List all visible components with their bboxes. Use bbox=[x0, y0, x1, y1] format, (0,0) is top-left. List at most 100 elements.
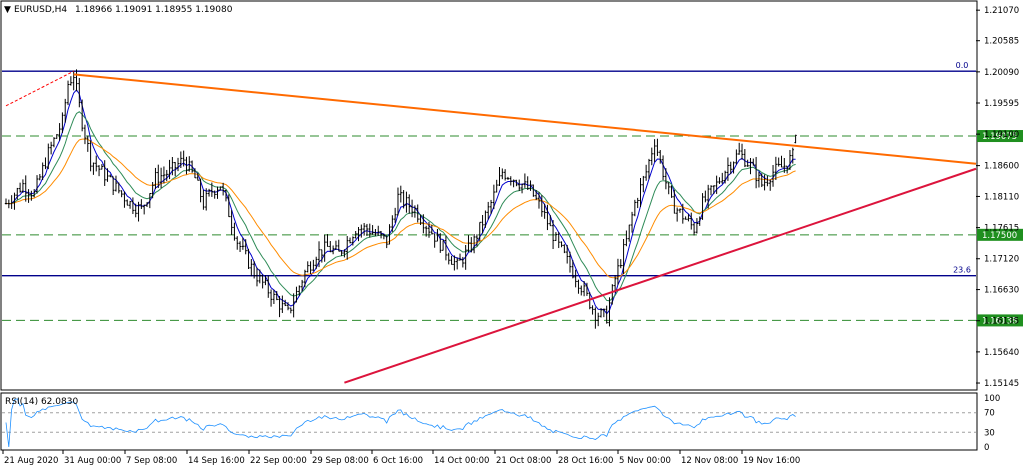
ohlc-bar bbox=[86, 135, 89, 152]
ohlc-bar bbox=[109, 174, 112, 178]
ohlc-bar bbox=[230, 210, 233, 235]
ohlc-bar bbox=[179, 151, 183, 169]
ohlc-bar bbox=[543, 203, 546, 219]
ohlc-bar bbox=[444, 235, 448, 261]
ohlc-bar bbox=[331, 245, 335, 255]
price-tag-background bbox=[977, 130, 1023, 143]
ohlc-bar bbox=[371, 225, 374, 235]
ohlc-bar bbox=[199, 178, 202, 203]
ohlc-bar bbox=[675, 207, 679, 222]
moving-average-line bbox=[5, 89, 796, 315]
ohlc-bar bbox=[174, 161, 177, 177]
ohlc-bar bbox=[126, 199, 129, 206]
ohlc-bar bbox=[329, 241, 332, 253]
ohlc-bar bbox=[111, 176, 115, 196]
ohlc-bar bbox=[362, 223, 366, 236]
ohlc-bar bbox=[616, 258, 620, 285]
ohlc-bar bbox=[379, 230, 383, 239]
ohlc-bar bbox=[171, 157, 174, 176]
ohlc-bar bbox=[10, 195, 13, 209]
ohlc-bar bbox=[30, 190, 33, 201]
ohlc-bar bbox=[131, 197, 135, 215]
ohlc-bar bbox=[568, 251, 572, 273]
trendline-resistance[interactable] bbox=[73, 73, 977, 165]
price-tag-background bbox=[977, 314, 1023, 327]
ohlc-bar bbox=[92, 162, 95, 175]
ohlc-bar bbox=[396, 187, 400, 216]
price-tag-label: 1.19075 bbox=[982, 132, 1017, 142]
y-tick-label: 1.20090 bbox=[984, 68, 1019, 78]
moving-average-line bbox=[6, 138, 796, 279]
ohlc-bar bbox=[165, 169, 168, 182]
ohlc-bar bbox=[639, 177, 642, 207]
ohlc-bar bbox=[312, 259, 315, 271]
ohlc-bar bbox=[58, 123, 61, 141]
ohlc-bar bbox=[760, 173, 763, 188]
ohlc-bar bbox=[563, 244, 566, 254]
ohlc-bar bbox=[726, 157, 730, 181]
ohlc-bar bbox=[732, 161, 735, 174]
ohlc-bar bbox=[704, 190, 707, 203]
fibonacci-base-line[interactable] bbox=[5, 70, 74, 107]
ohlc-bar bbox=[374, 228, 377, 236]
trendline-support[interactable] bbox=[344, 167, 977, 384]
ohlc-bar bbox=[261, 274, 264, 289]
ohlc-bar bbox=[393, 207, 397, 223]
ohlc-bar bbox=[487, 201, 490, 220]
ohlc-bar bbox=[385, 235, 388, 249]
ohlc-bar bbox=[247, 248, 250, 270]
ohlc-bar bbox=[661, 155, 665, 181]
ohlc-bar bbox=[489, 199, 493, 214]
ohlc-bar bbox=[196, 173, 199, 181]
ohlc-bar bbox=[416, 204, 419, 223]
ohlc-bar bbox=[289, 307, 293, 314]
ohlc-bar bbox=[219, 186, 222, 191]
x-tick-label: 29 Sep 08:00 bbox=[312, 456, 369, 466]
ohlc-bar bbox=[52, 137, 56, 148]
ohlc-bar bbox=[64, 98, 67, 123]
ohlc-bar bbox=[281, 295, 284, 313]
ohlc-bar bbox=[430, 224, 434, 235]
ohlc-bar bbox=[283, 299, 287, 307]
ohlc-bar bbox=[382, 233, 386, 240]
symbol-label: EURUSD,H4 bbox=[14, 5, 67, 15]
ohlc-bar bbox=[557, 231, 560, 249]
ohlc-bar bbox=[512, 179, 515, 188]
ohlc-bar bbox=[785, 165, 789, 174]
ohlc-bar bbox=[402, 190, 405, 209]
ohlc-bar bbox=[678, 208, 682, 213]
ohlc-bar bbox=[433, 233, 436, 248]
collapse-arrow-icon[interactable]: ▼ bbox=[4, 5, 11, 15]
ohlc-bar bbox=[692, 222, 696, 236]
x-tick-label: 12 Nov 08:00 bbox=[681, 456, 738, 466]
x-tick-label: 22 Sep 00:00 bbox=[250, 456, 307, 466]
ohlc-bar bbox=[337, 239, 340, 252]
y-tick-label: 1.16135 bbox=[984, 317, 1019, 327]
ohlc-bar bbox=[738, 142, 741, 155]
ohlc-bar bbox=[7, 199, 11, 209]
ohlc-bar bbox=[424, 225, 428, 237]
ohlc-bar bbox=[137, 201, 140, 222]
ohlc-bar bbox=[427, 221, 431, 238]
ohlc-bar bbox=[721, 172, 724, 184]
ohlc-bar bbox=[340, 250, 343, 256]
ohlc-bar bbox=[746, 159, 749, 167]
ohlc-bar bbox=[252, 261, 256, 279]
ohlc-bar bbox=[233, 222, 236, 241]
ohlc-bar bbox=[599, 307, 603, 318]
ohlc-bar bbox=[774, 156, 778, 181]
ohlc-bar bbox=[80, 99, 84, 132]
ohlc-bar bbox=[286, 302, 290, 311]
ohlc-bar bbox=[16, 187, 19, 200]
ohlc-bar bbox=[515, 179, 518, 187]
ohlc-bar bbox=[55, 134, 58, 139]
ohlc-bar bbox=[715, 175, 718, 194]
ohlc-bar bbox=[377, 225, 380, 236]
price-tag-label: 1.17500 bbox=[982, 231, 1017, 241]
rsi-y-tick-label: 70 bbox=[984, 409, 995, 419]
ohlc-bar bbox=[295, 286, 298, 303]
ohlc-bar bbox=[33, 189, 36, 198]
ohlc-bar bbox=[597, 312, 600, 327]
